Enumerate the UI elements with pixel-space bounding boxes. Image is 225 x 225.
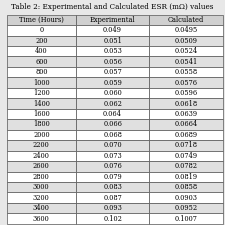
Text: 1600: 1600 xyxy=(33,110,50,118)
Text: Calculated: Calculated xyxy=(168,16,204,24)
Text: 0.066: 0.066 xyxy=(103,120,122,128)
Text: Table 2: Experimental and Calculated ESR (mΩ) values: Table 2: Experimental and Calculated ESR… xyxy=(11,3,214,11)
Text: 0.079: 0.079 xyxy=(103,173,122,181)
Text: 0.0524: 0.0524 xyxy=(174,47,198,55)
Text: 0.0858: 0.0858 xyxy=(174,183,198,191)
Text: 0.0596: 0.0596 xyxy=(174,89,198,97)
Text: 0.0639: 0.0639 xyxy=(174,110,198,118)
Text: 400: 400 xyxy=(35,47,48,55)
Text: 3400: 3400 xyxy=(33,204,50,212)
Text: 0.0541: 0.0541 xyxy=(174,58,198,66)
Text: Experimental: Experimental xyxy=(90,16,135,24)
Text: 0.0903: 0.0903 xyxy=(175,194,198,202)
Text: 0.1007: 0.1007 xyxy=(175,215,198,223)
Text: 3200: 3200 xyxy=(33,194,50,202)
Text: 2200: 2200 xyxy=(33,141,50,149)
Text: 0.070: 0.070 xyxy=(103,141,122,149)
Text: 0.053: 0.053 xyxy=(103,47,122,55)
Text: 0.0576: 0.0576 xyxy=(175,79,198,87)
Text: 0.0509: 0.0509 xyxy=(175,37,198,45)
Text: 0.0618: 0.0618 xyxy=(174,99,198,108)
Text: 0.056: 0.056 xyxy=(103,58,122,66)
Text: 0.0952: 0.0952 xyxy=(174,204,198,212)
Text: 0.068: 0.068 xyxy=(103,131,122,139)
Text: 0.0664: 0.0664 xyxy=(174,120,198,128)
Text: 0.083: 0.083 xyxy=(103,183,122,191)
Text: 1400: 1400 xyxy=(33,99,50,108)
Text: 2600: 2600 xyxy=(33,162,50,170)
Text: 600: 600 xyxy=(35,58,47,66)
Text: 0.0495: 0.0495 xyxy=(174,26,198,34)
Text: 2800: 2800 xyxy=(33,173,50,181)
Text: 0.057: 0.057 xyxy=(103,68,122,76)
Text: 0.093: 0.093 xyxy=(103,204,122,212)
Text: 0.0558: 0.0558 xyxy=(174,68,198,76)
Text: 0.0819: 0.0819 xyxy=(174,173,198,181)
Text: 0.0749: 0.0749 xyxy=(174,152,198,160)
Text: 0: 0 xyxy=(39,26,43,34)
Text: 2000: 2000 xyxy=(33,131,50,139)
Text: 0.064: 0.064 xyxy=(103,110,122,118)
Text: 0.073: 0.073 xyxy=(103,152,122,160)
Text: 800: 800 xyxy=(35,68,47,76)
Text: Time (Hours): Time (Hours) xyxy=(19,16,64,24)
Text: 0.102: 0.102 xyxy=(103,215,122,223)
Text: 1000: 1000 xyxy=(33,79,50,87)
Text: 3600: 3600 xyxy=(33,215,50,223)
Text: 3000: 3000 xyxy=(33,183,50,191)
Text: 0.060: 0.060 xyxy=(103,89,122,97)
Text: 0.051: 0.051 xyxy=(103,37,122,45)
Text: 0.076: 0.076 xyxy=(103,162,122,170)
Text: 0.062: 0.062 xyxy=(103,99,122,108)
Text: 0.0782: 0.0782 xyxy=(175,162,198,170)
Text: 1200: 1200 xyxy=(33,89,50,97)
Text: 200: 200 xyxy=(35,37,47,45)
Text: 0.0689: 0.0689 xyxy=(174,131,198,139)
Text: 0.087: 0.087 xyxy=(103,194,122,202)
Text: 0.059: 0.059 xyxy=(103,79,122,87)
Text: 0.049: 0.049 xyxy=(103,26,122,34)
Text: 0.0718: 0.0718 xyxy=(175,141,198,149)
Text: 2400: 2400 xyxy=(33,152,50,160)
Text: 1800: 1800 xyxy=(33,120,50,128)
